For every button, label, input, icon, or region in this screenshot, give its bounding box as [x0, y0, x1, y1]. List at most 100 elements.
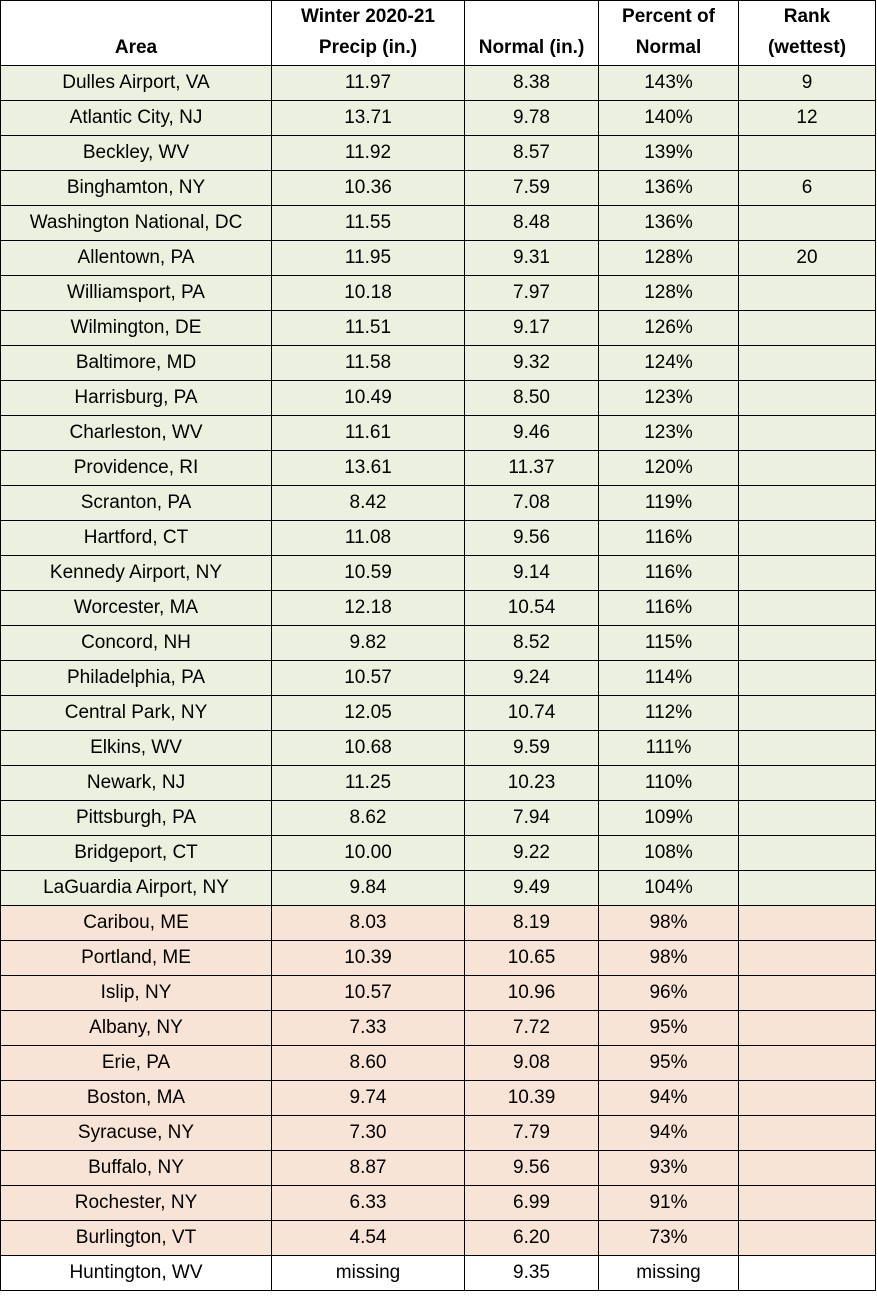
- percent-cell: 126%: [598, 310, 739, 346]
- normal-cell: 8.48: [464, 205, 599, 241]
- area-cell: LaGuardia Airport, NY: [0, 870, 272, 906]
- precip-cell: 4.54: [271, 1220, 465, 1256]
- area-cell: Beckley, WV: [0, 135, 272, 171]
- precip-cell: 11.08: [271, 520, 465, 556]
- normal-cell: 8.38: [464, 65, 599, 101]
- percent-cell: 95%: [598, 1045, 739, 1081]
- normal-cell: 9.24: [464, 660, 599, 696]
- rank-cell: [738, 625, 876, 661]
- table-row: Bridgeport, CT 10.00 9.22 108%: [0, 835, 876, 871]
- normal-cell: 9.32: [464, 345, 599, 381]
- area-cell: Newark, NJ: [0, 765, 272, 801]
- rank-cell: 9: [738, 65, 876, 101]
- precip-cell: 11.51: [271, 310, 465, 346]
- normal-cell: 9.78: [464, 100, 599, 136]
- rank-cell: [738, 1255, 876, 1291]
- area-cell: Boston, MA: [0, 1080, 272, 1116]
- table-row: Erie, PA 8.60 9.08 95%: [0, 1045, 876, 1081]
- rank-cell: [738, 520, 876, 556]
- rank-cell: [738, 1010, 876, 1046]
- precip-cell: 10.00: [271, 835, 465, 871]
- rank-cell: 20: [738, 240, 876, 276]
- table-row: Newark, NJ 11.25 10.23 110%: [0, 765, 876, 801]
- rank-cell: [738, 310, 876, 346]
- normal-cell: 9.46: [464, 415, 599, 451]
- percent-cell: 98%: [598, 905, 739, 941]
- rank-cell: [738, 1220, 876, 1256]
- precip-cell: 10.57: [271, 975, 465, 1011]
- rank-cell: [738, 380, 876, 416]
- table-row: Charleston, WV 11.61 9.46 123%: [0, 415, 876, 451]
- percent-cell: 115%: [598, 625, 739, 661]
- percent-cell: 124%: [598, 345, 739, 381]
- percent-cell: 108%: [598, 835, 739, 871]
- percent-cell: 139%: [598, 135, 739, 171]
- normal-cell: 7.59: [464, 170, 599, 206]
- table-row: LaGuardia Airport, NY 9.84 9.49 104%: [0, 870, 876, 906]
- header-rank-line1: Rank: [783, 6, 831, 27]
- header-normal: Normal (in.): [464, 0, 599, 66]
- table-row: Burlington, VT 4.54 6.20 73%: [0, 1220, 876, 1256]
- table-row: Portland, ME 10.39 10.65 98%: [0, 940, 876, 976]
- rank-cell: [738, 905, 876, 941]
- percent-cell: 119%: [598, 485, 739, 521]
- table-row: Beckley, WV 11.92 8.57 139%: [0, 135, 876, 171]
- normal-cell: 9.56: [464, 520, 599, 556]
- precip-cell: 11.97: [271, 65, 465, 101]
- percent-cell: 116%: [598, 555, 739, 591]
- table-row: Allentown, PA 11.95 9.31 128% 20: [0, 240, 876, 276]
- area-cell: Portland, ME: [0, 940, 272, 976]
- header-area: Area: [0, 0, 272, 66]
- precip-cell: 11.58: [271, 345, 465, 381]
- precip-cell: 11.25: [271, 765, 465, 801]
- table-header: Area Winter 2020-21 Precip (in.) Normal …: [0, 0, 876, 66]
- precip-cell: 10.39: [271, 940, 465, 976]
- precip-cell: 10.49: [271, 380, 465, 416]
- table-body: Dulles Airport, VA 11.97 8.38 143% 9 Atlantic…: [0, 65, 876, 1291]
- area-cell: Baltimore, MD: [0, 345, 272, 381]
- normal-cell: 6.99: [464, 1185, 599, 1221]
- area-cell: Kennedy Airport, NY: [0, 555, 272, 591]
- precip-cell: 8.87: [271, 1150, 465, 1186]
- normal-cell: 10.54: [464, 590, 599, 626]
- area-cell: Bridgeport, CT: [0, 835, 272, 871]
- header-rank-line2: (wettest): [767, 37, 847, 58]
- percent-cell: 123%: [598, 380, 739, 416]
- percent-cell: missing: [598, 1255, 739, 1291]
- header-percent-line2: Normal: [635, 37, 702, 58]
- precip-cell: 10.36: [271, 170, 465, 206]
- normal-cell: 7.94: [464, 800, 599, 836]
- precip-cell: 9.84: [271, 870, 465, 906]
- precip-cell: 10.68: [271, 730, 465, 766]
- table-row: Boston, MA 9.74 10.39 94%: [0, 1080, 876, 1116]
- precip-cell: 10.18: [271, 275, 465, 311]
- area-cell: Williamsport, PA: [0, 275, 272, 311]
- percent-cell: 104%: [598, 870, 739, 906]
- precip-cell: 11.55: [271, 205, 465, 241]
- normal-cell: 10.74: [464, 695, 599, 731]
- percent-cell: 116%: [598, 590, 739, 626]
- header-precip-line2: Precip (in.): [318, 37, 418, 58]
- area-cell: Buffalo, NY: [0, 1150, 272, 1186]
- percent-cell: 73%: [598, 1220, 739, 1256]
- percent-cell: 110%: [598, 765, 739, 801]
- normal-cell: 8.19: [464, 905, 599, 941]
- table-row: Islip, NY 10.57 10.96 96%: [0, 975, 876, 1011]
- normal-cell: 7.79: [464, 1115, 599, 1151]
- header-winter-precip: Winter 2020-21 Precip (in.): [271, 0, 465, 66]
- normal-cell: 9.14: [464, 555, 599, 591]
- rank-cell: [738, 135, 876, 171]
- normal-cell: 9.31: [464, 240, 599, 276]
- header-percent-of-normal: Percent of Normal: [598, 0, 739, 66]
- area-cell: Pittsburgh, PA: [0, 800, 272, 836]
- area-cell: Concord, NH: [0, 625, 272, 661]
- rank-cell: [738, 695, 876, 731]
- percent-cell: 94%: [598, 1080, 739, 1116]
- table-row: Williamsport, PA 10.18 7.97 128%: [0, 275, 876, 311]
- area-cell: Islip, NY: [0, 975, 272, 1011]
- precip-cell: 7.33: [271, 1010, 465, 1046]
- normal-cell: 7.97: [464, 275, 599, 311]
- normal-cell: 10.65: [464, 940, 599, 976]
- precip-cell: 7.30: [271, 1115, 465, 1151]
- normal-cell: 8.50: [464, 380, 599, 416]
